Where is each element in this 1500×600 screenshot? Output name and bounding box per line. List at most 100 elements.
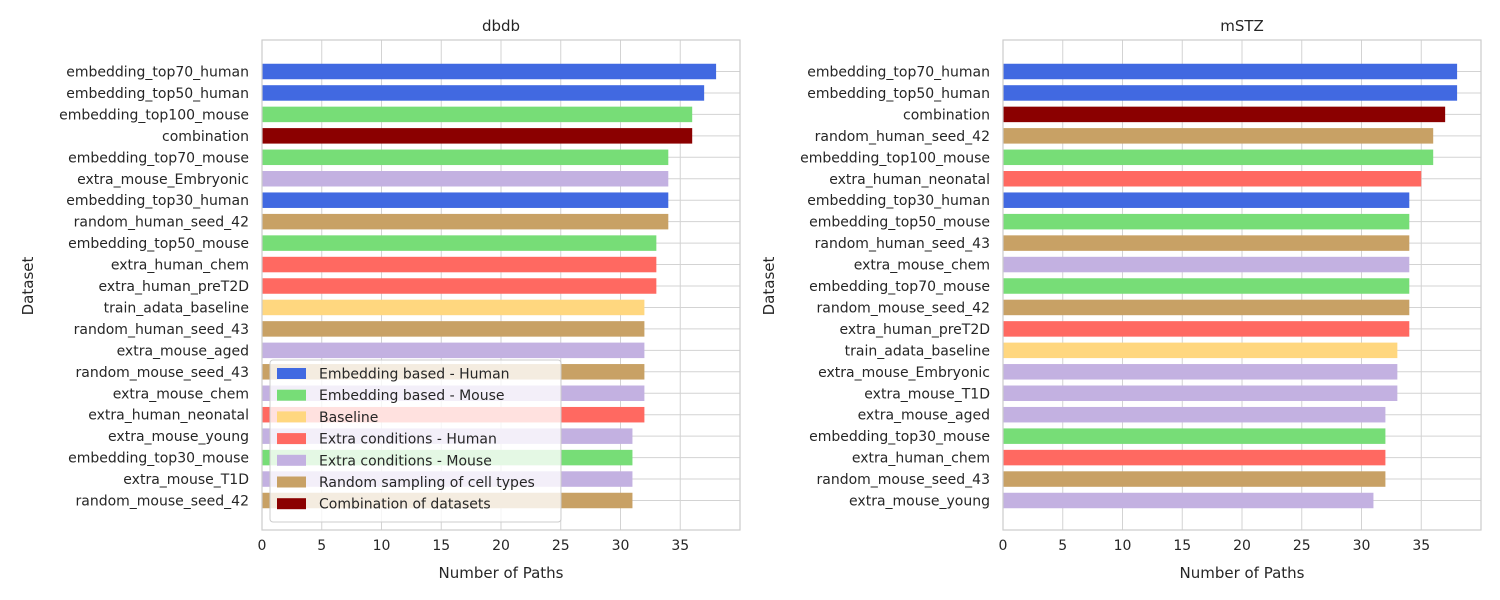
bar-embedding_top50_mouse [262,235,657,251]
x-tick-label: 5 [317,538,326,554]
x-axis-label: Number of Paths [438,564,563,582]
bar-random_human_seed_43 [1003,235,1410,251]
y-tick-label: embedding_top30_human [807,193,990,209]
y-tick-label: random_mouse_seed_42 [816,300,990,316]
x-tick-label: 25 [1293,538,1311,554]
y-tick-label: train_adata_baseline [845,343,990,359]
legend-swatch [277,368,306,379]
y-tick-label: embedding_top50_mouse [68,236,249,252]
legend-swatch [277,476,306,488]
bar-embedding_top70_mouse [262,149,669,166]
y-tick-label: extra_human_neonatal [829,172,990,188]
y-tick-label: embedding_top100_mouse [800,150,990,166]
bar-random_human_seed_42 [262,213,669,230]
legend-box [269,359,562,523]
y-tick-label: extra_mouse_young [108,429,249,445]
y-axis-label: Dataset [760,257,778,316]
bar-embedding_top50_human [1003,85,1458,101]
chart-panel-mstz: mSTZ Number of Paths Dataset 0 5 10 15 20 25 3… [760,17,1482,582]
bar-embedding_top70_human [262,63,717,80]
legend-label: Extra conditions - Human [319,432,497,448]
legend-label: Embedding based - Mouse [319,388,505,404]
bar-extra_mouse_aged [1003,406,1386,423]
x-tick-label: 20 [1233,538,1251,554]
bar-embedding_top30_human [262,192,669,208]
bar-extra_human_chem [262,256,657,273]
legend-swatch [277,498,306,510]
legend-label: Combination of datasets [319,497,491,513]
bar-extra_mouse_aged [262,342,645,359]
bar-combination [262,128,693,144]
y-tick-label: extra_human_chem [852,451,990,467]
x-tick-label: 15 [1173,538,1191,554]
bar-extra_human_neonatal [1003,171,1422,187]
bar-random_human_seed_43 [262,321,645,337]
y-tick-label: extra_mouse_T1D [123,472,249,488]
x-tick-label: 25 [552,538,570,554]
bar-extra_mouse_Embryonic [1003,364,1398,380]
y-tick-label: extra_mouse_Embryonic [818,365,990,381]
x-tick-label: 10 [373,538,391,554]
bar-extra_mouse_chem [1003,256,1410,273]
bar-embedding_top30_human [1003,192,1410,208]
bar-extra_human_preT2D [262,278,657,294]
bar-embedding_top50_human [262,85,705,101]
y-tick-label: extra_human_preT2D [840,322,991,338]
y-tick-label: embedding_top100_mouse [59,107,249,123]
y-tick-label: extra_mouse_aged [858,408,990,424]
bar-extra_human_preT2D [1003,321,1410,337]
y-tick-label: embedding_top30_mouse [809,429,990,445]
y-tick-label: extra_human_neonatal [88,408,249,424]
bar-embedding_top30_mouse [1003,428,1386,444]
legend-item: Combination of datasets [277,497,491,513]
y-tick-label: random_mouse_seed_43 [816,472,990,488]
y-tick-label: embedding_top30_mouse [68,451,249,467]
bar-extra_mouse_young [1003,492,1374,509]
x-tick-label: 35 [1412,538,1430,554]
y-tick-label: random_mouse_seed_42 [75,494,249,510]
legend-swatch [277,433,306,445]
y-tick-label: embedding_top70_human [66,65,249,81]
y-axis-label: Dataset [19,257,37,316]
legend-swatch [277,389,306,401]
legend-item: Random sampling of cell types [277,475,535,491]
bar-embedding_top70_mouse [1003,278,1410,294]
y-tick-label: embedding_top50_human [807,86,990,102]
legend-item: Extra conditions - Mouse [277,453,492,469]
chart-title: mSTZ [1220,17,1264,35]
x-tick-label: 20 [492,538,510,554]
bar-embedding_top100_mouse [262,106,693,123]
y-tick-label: embedding_top50_mouse [809,215,990,231]
legend-label: Random sampling of cell types [319,475,535,491]
y-tick-label: embedding_top30_human [66,193,249,209]
plot-frame [261,39,741,531]
y-ticks: embedding_top70_human embedding_top50_hum… [59,65,249,510]
y-tick-label: random_human_seed_42 [74,215,249,231]
bar-extra_human_chem [1003,449,1386,466]
bar-extra_mouse_T1D [1003,385,1398,401]
plot-frame [1002,39,1482,531]
y-tick-label: extra_mouse_young [849,494,990,510]
x-ticks: 0 5 10 15 20 25 30 35 [258,538,690,554]
y-tick-label: extra_human_chem [111,258,249,274]
bar-extra_mouse_Embryonic [262,171,669,187]
legend-label: Extra conditions - Mouse [319,453,492,469]
y-tick-label: extra_mouse_chem [854,258,990,274]
y-tick-label: extra_mouse_T1D [864,386,990,402]
bar-random_mouse_seed_42 [1003,299,1410,316]
legend-item: Baseline [277,410,378,426]
y-ticks: embedding_top70_human embedding_top50_hum… [800,65,990,510]
x-tick-label: 35 [671,538,689,554]
x-tick-label: 30 [612,538,630,554]
bars [1003,63,1458,509]
y-tick-label: extra_mouse_aged [117,343,249,359]
x-tick-label: 5 [1058,538,1067,554]
bar-embedding_top50_mouse [1003,213,1410,230]
legend-swatch [277,411,306,423]
x-ticks: 0 5 10 15 20 25 30 35 [999,538,1431,554]
y-tick-label: combination [162,129,249,145]
y-tick-label: extra_mouse_Embryonic [77,172,249,188]
bar-combination [1003,106,1446,123]
y-tick-label: random_human_seed_42 [815,129,990,145]
y-tick-label: train_adata_baseline [104,300,249,316]
